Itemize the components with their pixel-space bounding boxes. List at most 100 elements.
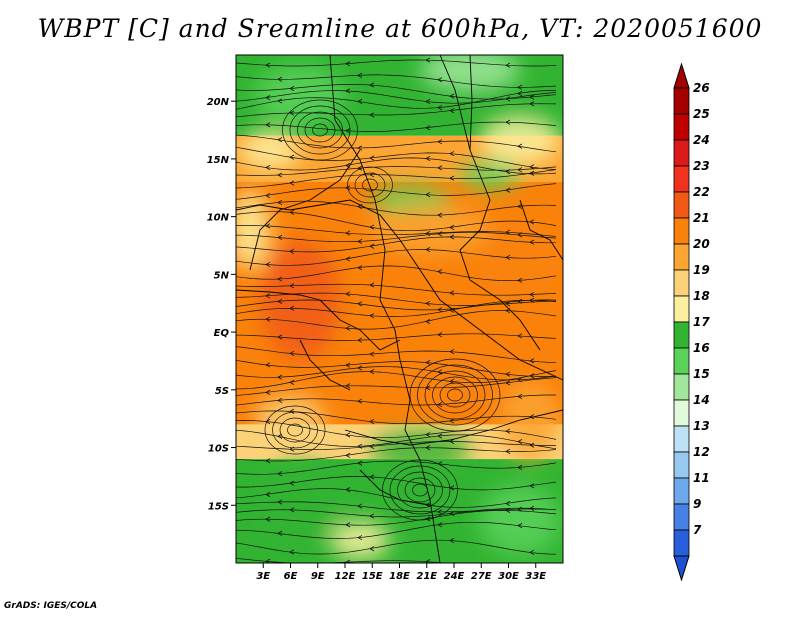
colorbar-label: 15 xyxy=(693,367,710,381)
streamline-arrow xyxy=(529,414,535,420)
streamline-arrow xyxy=(425,559,431,563)
streamline-arrow xyxy=(449,537,455,544)
streamline-arrow xyxy=(505,119,511,125)
streamline-arrow xyxy=(437,139,443,145)
streamline xyxy=(236,200,557,216)
streamline-arrow xyxy=(505,96,511,102)
streamline xyxy=(236,394,556,406)
streamline-arrow xyxy=(277,530,283,536)
streamline-arrow xyxy=(277,172,283,178)
streamline xyxy=(236,521,557,539)
streamline-arrow xyxy=(357,398,363,404)
streamline-arrow xyxy=(345,256,351,262)
streamline xyxy=(236,146,557,170)
streamline-arrow xyxy=(369,82,375,88)
colorbar-swatch xyxy=(673,139,690,167)
streamline-arrow xyxy=(369,351,375,357)
colorbar-label: 9 xyxy=(693,497,701,511)
streamline-vortex xyxy=(264,405,326,455)
border-line xyxy=(236,199,563,381)
streamline-arrow xyxy=(505,448,511,454)
streamline-arrow xyxy=(505,380,511,386)
streamline-arrow xyxy=(357,365,363,371)
streamline-arrow xyxy=(505,428,511,434)
streamline-arrow xyxy=(345,432,351,438)
colorbar-label: 20 xyxy=(693,237,710,251)
streamline-arrow xyxy=(505,229,511,235)
streamline xyxy=(236,121,557,132)
streamline-arrow xyxy=(369,224,375,230)
border-line xyxy=(329,55,441,563)
streamline-arrow xyxy=(529,442,535,448)
colorbar-swatch xyxy=(673,425,690,453)
streamline-arrow xyxy=(289,154,295,160)
streamlines xyxy=(236,57,557,563)
streamline-arrow xyxy=(505,62,511,68)
streamline-arrow xyxy=(437,165,443,171)
colorbar-label: 11 xyxy=(693,471,710,485)
colorbar-label: 13 xyxy=(693,419,710,433)
streamline-arrow xyxy=(437,509,443,515)
colorbar-swatch xyxy=(673,269,690,297)
streamline-arrow xyxy=(277,199,283,206)
streamline-vortex xyxy=(439,382,471,408)
streamline-arrow xyxy=(277,98,283,104)
streamline-arrow xyxy=(529,94,535,100)
streamline-arrow xyxy=(265,491,271,497)
streamline-arrow xyxy=(517,167,523,173)
streamline-arrow xyxy=(289,379,295,385)
colorbar-label: 21 xyxy=(693,211,710,225)
colorbar-label: 7 xyxy=(693,523,702,537)
streamline-arrow xyxy=(357,145,363,151)
streamline-arrow xyxy=(289,507,295,513)
streamline-vortex xyxy=(404,477,436,503)
streamline-vortex xyxy=(304,117,336,143)
x-tick-label: 24E xyxy=(444,571,465,582)
footer-credit: GrADS: IGES/COLA xyxy=(4,601,98,611)
country-borders xyxy=(236,55,563,563)
streamline-vortex xyxy=(389,465,451,515)
streamline-arrow xyxy=(277,137,283,143)
streamline-vortex xyxy=(347,166,393,204)
streamline-arrow xyxy=(277,433,283,439)
streamline-arrow xyxy=(265,389,271,395)
streamline xyxy=(236,231,557,243)
colorbar-swatch xyxy=(673,503,690,531)
streamline-arrow xyxy=(529,291,535,298)
streamline-arrow xyxy=(425,192,431,198)
streamline-arrow xyxy=(505,254,511,260)
streamline-arrow xyxy=(449,290,455,296)
colorbar-swatch xyxy=(673,113,690,141)
streamline xyxy=(236,59,557,67)
streamline-arrow xyxy=(425,516,431,522)
streamline-arrow xyxy=(265,516,271,522)
streamline-arrow xyxy=(517,277,523,283)
streamline-arrow xyxy=(369,513,375,519)
streamline-vortex xyxy=(282,99,358,161)
colorbar-label: 16 xyxy=(693,341,710,355)
streamline-arrow xyxy=(345,522,351,528)
colorbar-swatch xyxy=(673,399,690,427)
streamline xyxy=(236,510,557,526)
streamline-arrow xyxy=(345,185,351,191)
streamline-arrow xyxy=(437,212,443,218)
streamline-arrow xyxy=(345,559,351,563)
streamline-arrow xyxy=(437,307,443,313)
streamline-arrow xyxy=(277,276,283,282)
streamline-arrow xyxy=(265,164,271,171)
streamline-arrow xyxy=(357,72,363,78)
streamline-arrow xyxy=(265,223,271,229)
colorbar-swatch xyxy=(673,295,690,323)
streamline-arrow xyxy=(265,261,271,268)
streamline xyxy=(236,90,557,104)
streamline-arrow xyxy=(437,105,443,111)
streamline-arrow xyxy=(437,433,443,439)
streamline-vortex xyxy=(397,471,443,509)
streamline xyxy=(236,74,557,88)
x-tick-label: 3E xyxy=(256,571,270,582)
colorbar-label: 24 xyxy=(693,133,710,147)
streamline xyxy=(236,377,557,396)
streamline-arrow xyxy=(345,61,351,67)
colorbar-swatch xyxy=(673,217,690,245)
colorbar-swatch xyxy=(673,451,690,479)
